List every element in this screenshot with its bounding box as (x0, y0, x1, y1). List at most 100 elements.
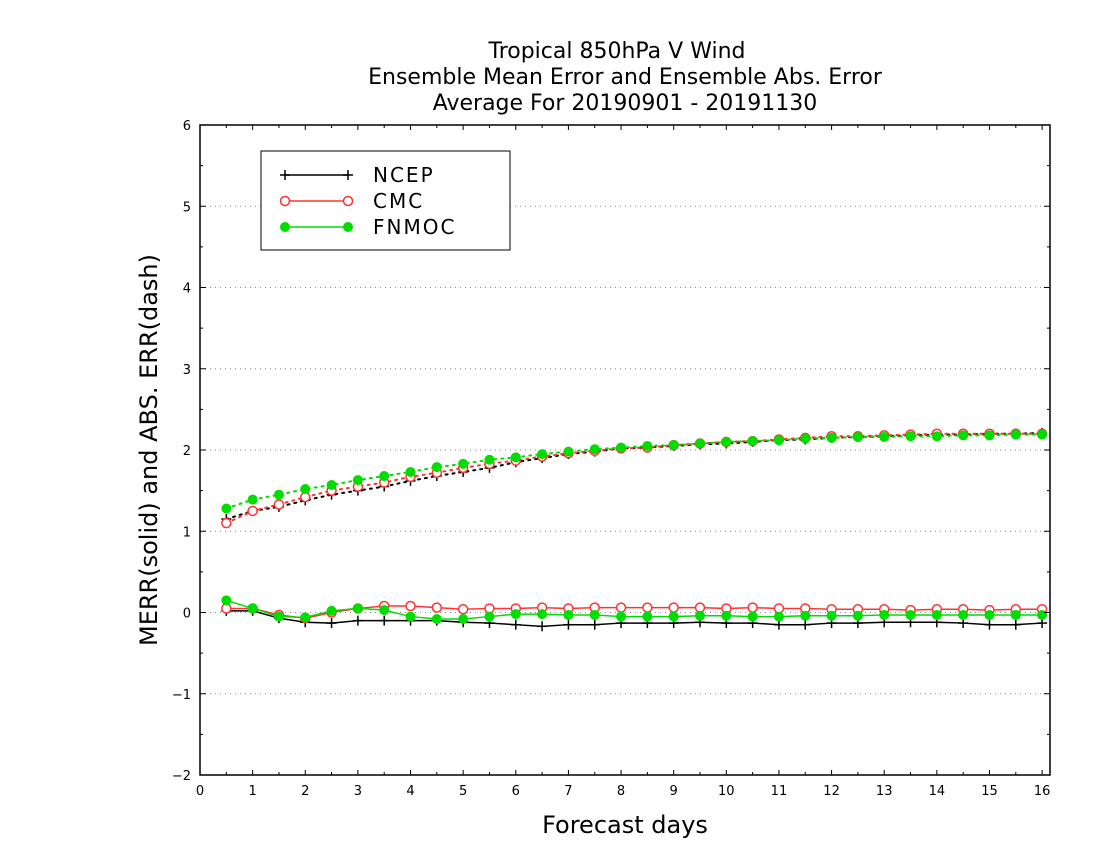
series-fnmoc-merr-point (668, 611, 679, 622)
series-ncep-merr-point (510, 619, 521, 630)
series-fnmoc-abs-err-point (668, 440, 679, 451)
series-fnmoc-abs-err-point (984, 430, 995, 441)
series-fnmoc-merr-point (695, 610, 705, 621)
series-fnmoc-abs-err-point (931, 431, 942, 442)
series-fnmoc-merr-point (273, 611, 284, 622)
series-fnmoc-merr-point (379, 605, 390, 616)
series-fnmoc-abs-err-point (537, 449, 548, 460)
y-tick-label-6: 4 (183, 282, 191, 297)
legend-label-ncep: NCEP (373, 163, 435, 187)
series-cmc-merr-point (457, 604, 469, 615)
legend-marker-ncep-start (280, 170, 290, 180)
x-tick-label-13: 13 (876, 784, 893, 799)
x-axis-label: Forecast days (542, 811, 708, 839)
y-tick-label-4: 2 (183, 444, 191, 459)
series-ncep-merr-line (226, 610, 1043, 628)
x-tick-label-15: 15 (981, 784, 998, 799)
series-fnmoc-abs-err-point (616, 442, 627, 453)
x-tick-label-9: 9 (670, 784, 678, 799)
series-fnmoc-merr-point (879, 609, 890, 620)
series-fnmoc-merr-point (563, 609, 574, 620)
series-fnmoc-abs-err-point (563, 446, 574, 457)
series-cmc-merr-point (431, 602, 443, 613)
series-fnmoc-abs-err-point (405, 466, 416, 477)
series-fnmoc-merr-point (773, 611, 784, 622)
series-fnmoc-abs-err-point (326, 479, 337, 490)
series-fnmoc-merr-point (1010, 609, 1021, 620)
x-tick-label-16: 16 (1034, 784, 1051, 799)
x-tick-label-7: 7 (564, 784, 572, 799)
series-fnmoc-abs-err-point (958, 430, 969, 441)
x-tick-label-14: 14 (929, 784, 946, 799)
series-fnmoc-merr-point (484, 611, 495, 622)
legend-entry-ncep: NCEP (280, 163, 435, 187)
series-fnmoc-abs-err-point (747, 436, 758, 447)
series-fnmoc-abs-err-point (221, 503, 232, 514)
series-fnmoc-merr-point (800, 610, 811, 621)
series-ncep-merr-point (589, 619, 600, 630)
series-fnmoc-abs-err-point (852, 432, 863, 442)
series-ncep-merr-point (352, 615, 363, 626)
series-fnmoc-merr-point (1037, 609, 1048, 620)
series-ncep-merr-point (800, 619, 811, 630)
series-ncep-merr-point (984, 619, 995, 630)
series-fnmoc-merr-point (616, 611, 627, 622)
legend-marker-cmc-end (342, 195, 354, 207)
x-tick-label-12: 12 (823, 784, 840, 799)
x-tick-label-4: 4 (406, 784, 414, 799)
series-fnmoc-merr-point (326, 605, 337, 616)
series-fnmoc-abs-err-point (642, 440, 653, 451)
series-fnmoc-merr-point (405, 611, 416, 622)
series-fnmoc-abs-err-point (695, 438, 705, 449)
series-group (221, 427, 1048, 632)
y-tick-label-2: 0 (183, 607, 191, 622)
legend-marker-ncep-end (343, 170, 353, 180)
title-line-3: Average For 20190901 - 20191130 (433, 91, 818, 116)
series-cmc-abs-err-point (247, 505, 258, 517)
x-axis-ticks: 0 1 2 3 4 5 6 7 8 9 10 11 12 13 14 15 16 (196, 125, 1051, 799)
series-fnmoc-merr-point (958, 609, 969, 620)
series-fnmoc-merr-point (537, 609, 548, 620)
series-ncep-merr-point (326, 618, 337, 629)
legend-marker-fnmoc-end (343, 222, 353, 232)
series-fnmoc-abs-err-point (826, 432, 837, 443)
series-fnmoc-abs-err-point (247, 494, 258, 505)
series-fnmoc-merr-point (589, 609, 600, 620)
series-fnmoc-merr-point (721, 610, 732, 621)
y-tick-label-5: 3 (183, 363, 191, 378)
series-fnmoc-merr-point (300, 612, 311, 623)
x-tick-label-5: 5 (459, 784, 467, 799)
series-fnmoc-merr-point (747, 611, 758, 622)
series-cmc-merr-point (668, 602, 679, 613)
legend-marker-fnmoc-start (280, 222, 290, 232)
x-tick-label-11: 11 (771, 784, 788, 799)
legend-label-cmc: CMC (373, 189, 424, 213)
x-tick-label-1: 1 (248, 784, 256, 799)
series-fnmoc-merr-point (458, 614, 469, 624)
x-tick-label-8: 8 (617, 784, 625, 799)
series-ncep-merr-point (563, 619, 574, 630)
series-fnmoc-abs-err-point (879, 432, 890, 442)
series-ncep (221, 427, 1048, 632)
series-fnmoc-abs-err-point (800, 433, 811, 444)
series-fnmoc-abs-err-point (773, 435, 784, 446)
legend-entry-fnmoc: FNMOC (280, 215, 454, 239)
series-cmc-merr-point (405, 600, 416, 612)
series-fnmoc-merr-point (905, 609, 916, 620)
series-fnmoc-abs-err-point (721, 436, 732, 447)
series-fnmoc-abs-err-point (458, 458, 469, 469)
y-tick-label-1: −1 (172, 688, 191, 703)
series-fnmoc-abs-err-point (1010, 429, 1021, 440)
y-tick-label-8: 6 (183, 119, 191, 134)
series-fnmoc-abs-err-point (352, 475, 363, 486)
series-fnmoc-merr-point (826, 610, 837, 621)
x-tick-label-6: 6 (512, 784, 520, 799)
series-fnmoc-abs-err-point (484, 454, 495, 465)
series-fnmoc-merr-point (510, 609, 521, 620)
series-fnmoc-abs-err-point (431, 462, 442, 473)
y-tick-label-7: 5 (183, 200, 191, 215)
series-cmc-abs-err-point (273, 499, 285, 510)
x-tick-label-3: 3 (354, 784, 362, 799)
